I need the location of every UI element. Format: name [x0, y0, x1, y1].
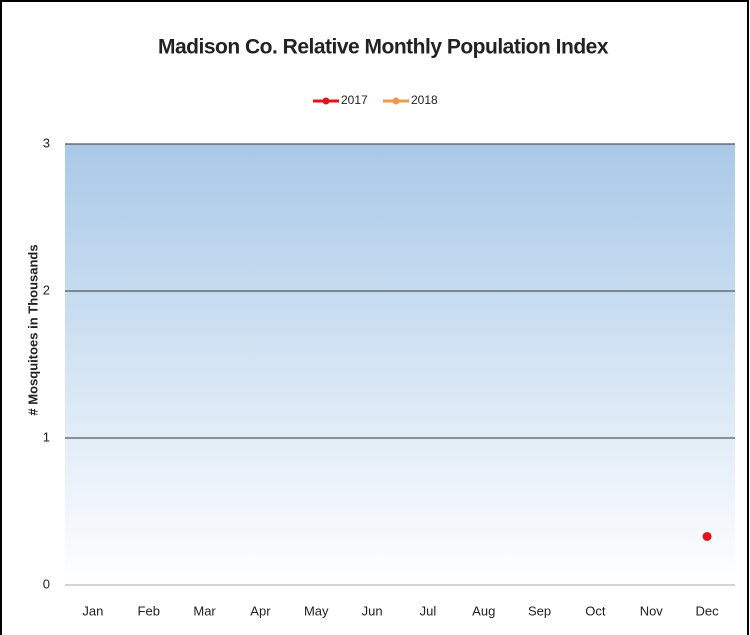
y-tick-label: 0: [43, 576, 50, 591]
plot-area: [65, 144, 735, 585]
y-tick-label: 1: [43, 429, 50, 444]
y-axis-label: # Mosquitoes in Thousands: [25, 244, 40, 415]
legend-label: 2017: [341, 93, 368, 107]
x-tick-label: Feb: [138, 603, 160, 618]
x-tick-label: May: [304, 603, 329, 618]
legend-marker: [322, 97, 330, 105]
x-tick-label: Aug: [472, 603, 495, 618]
x-tick-label: Apr: [250, 603, 271, 618]
x-tick-label: Jul: [420, 603, 437, 618]
chart-title: Madison Co. Relative Monthly Population …: [158, 36, 609, 59]
x-tick-label: Sep: [528, 603, 551, 618]
x-tick-label: Jun: [362, 603, 383, 618]
x-tick-label: Oct: [585, 603, 606, 618]
x-tick-label: Dec: [696, 603, 720, 618]
x-tick-label: Jan: [82, 603, 103, 618]
x-tick-label: Mar: [193, 603, 216, 618]
legend-label: 2018: [411, 93, 438, 107]
x-tick-label: Nov: [640, 603, 664, 618]
y-tick-label: 3: [43, 135, 50, 150]
point: [702, 531, 712, 541]
y-tick-label: 2: [43, 282, 50, 297]
legend-marker: [392, 97, 400, 105]
